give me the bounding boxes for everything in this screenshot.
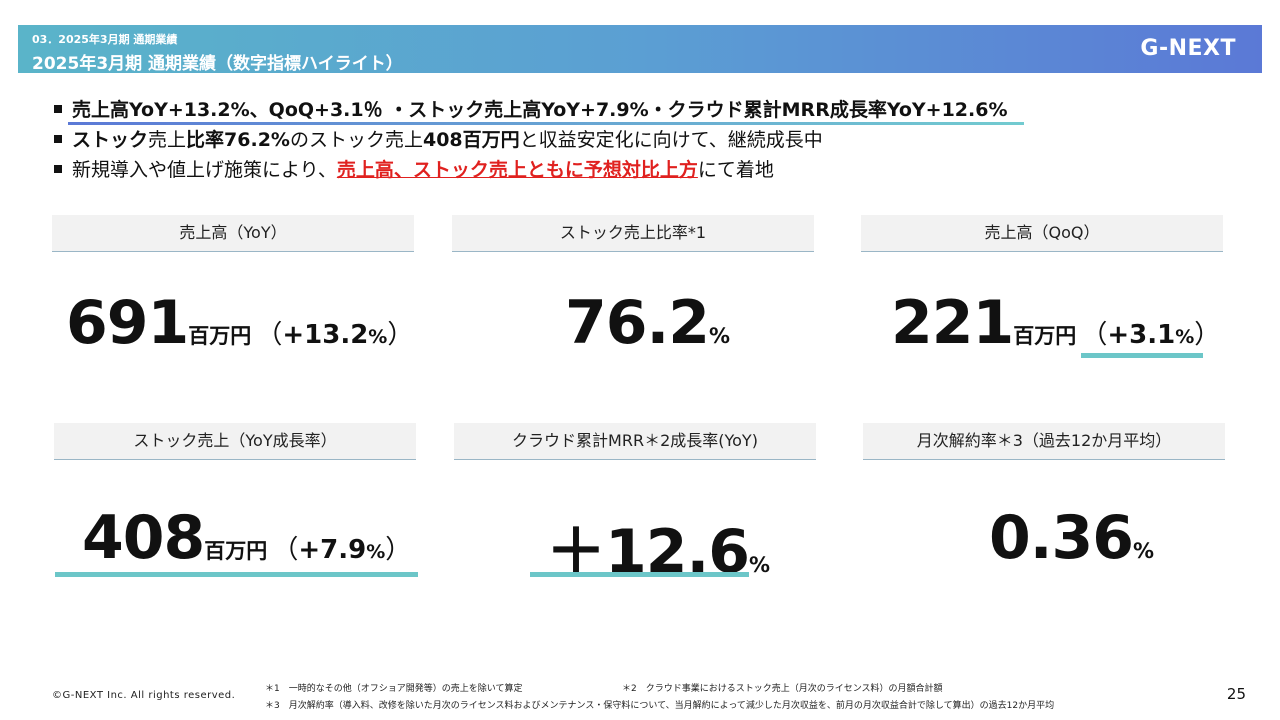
churn-unit: % <box>1133 539 1155 563</box>
bullet-1-text: 売上高YoY+13.2%、QoQ+3.1％ ・ストック売上高YoY+7.9%・ク… <box>72 99 1008 121</box>
highlight-bullets: 売上高YoY+13.2%、QoQ+3.1％ ・ストック売上高YoY+7.9%・ク… <box>54 96 1234 186</box>
kpi-sales-yoy-label: 売上高（YoY） <box>52 215 414 252</box>
page-title: 2025年3月期 通期業績（数字指標ハイライト） <box>32 54 403 74</box>
kpi-stock-sales-value: 408百万円 （+7.9%） <box>82 503 411 573</box>
sales-qoq-open-paren: （ <box>1081 320 1108 350</box>
section-label: 03．2025年3月期 通期業績 <box>32 33 178 46</box>
kpi-stock-ratio-label: ストック売上比率*1 <box>452 215 814 252</box>
bullet-2-part-6: と収益安定化に向けて、継続成長中 <box>519 129 823 151</box>
bullet-2-part-5: 408百万円 <box>422 129 520 151</box>
stock-ratio-number: 76.2 <box>565 288 710 358</box>
bullet-1: 売上高YoY+13.2%、QoQ+3.1％ ・ストック売上高YoY+7.9%・ク… <box>54 96 1234 126</box>
bullet-2-part-4: のストック売上 <box>289 129 423 151</box>
stock-ratio-unit: % <box>709 324 731 348</box>
bullet-3-highlight: 売上高、ストック売上ともに予想対比上方 <box>336 159 698 181</box>
footnote-1: ＊1 一時的なその他（オフショア開発等）の売上を除いて算定 <box>265 684 523 694</box>
sales-qoq-underline <box>1081 353 1203 358</box>
bullet-3-part-1: 新規導入や値上げ施策により、 <box>72 159 337 181</box>
stock-sales-open-paren: （ <box>272 535 299 565</box>
footnote-3: ＊3 月次解約率（導入料、改修を除いた月次のライセンス料およびメンテナンス・保守… <box>265 701 1055 711</box>
kpi-stock-sales-label: ストック売上（YoY成長率） <box>54 423 416 460</box>
stock-sales-pct: % <box>366 541 386 563</box>
copyright: ©G-NEXT Inc. All rights reserved. <box>52 690 236 701</box>
kpi-sales-qoq-value: 221百万円 （+3.1%） <box>891 288 1220 358</box>
kpi-stock-ratio-value: 76.2% <box>565 288 730 358</box>
stock-sales-underline <box>55 572 418 577</box>
sales-qoq-number: 221 <box>891 288 1014 358</box>
sales-qoq-pct: % <box>1175 326 1195 348</box>
stock-sales-change: +7.9 <box>298 535 367 565</box>
bullet-3: 新規導入や値上げ施策により、売上高、ストック売上ともに予想対比上方にて着地 <box>54 156 1234 186</box>
cloud-mrr-unit: % <box>749 553 771 577</box>
bullet-2-part-1: ストック <box>72 129 149 151</box>
cloud-mrr-underline <box>530 572 749 577</box>
stock-sales-unit: 百万円 <box>204 539 268 563</box>
stock-sales-close-paren: ） <box>385 535 412 565</box>
square-bullet-icon <box>54 134 62 143</box>
sales-yoy-unit: 百万円 <box>188 324 252 348</box>
company-logo: G-NEXT <box>1140 36 1236 61</box>
bullet-2-part-3: 比率76.2% <box>186 129 290 151</box>
bullet-2: ストック売上比率76.2%のストック売上408百万円と収益安定化に向けて、継続成… <box>54 126 1234 156</box>
sales-qoq-close-paren: ） <box>1194 320 1221 350</box>
kpi-sales-qoq-label: 売上高（QoQ） <box>861 215 1223 252</box>
sales-qoq-unit: 百万円 <box>1013 324 1077 348</box>
bullet-1-underline <box>68 122 1024 125</box>
sales-yoy-pct: % <box>368 326 388 348</box>
sales-yoy-close-paren: ） <box>387 320 414 350</box>
kpi-sales-yoy-value: 691百万円 （+13.2%） <box>66 288 413 358</box>
page-number: 25 <box>1226 685 1246 703</box>
sales-qoq-change: +3.1 <box>1107 320 1176 350</box>
bullet-3-part-3: にて着地 <box>697 159 774 181</box>
churn-number: 0.36 <box>989 503 1134 573</box>
stock-sales-number: 408 <box>82 503 205 573</box>
sales-yoy-change: +13.2 <box>282 320 369 350</box>
sales-yoy-number: 691 <box>66 288 189 358</box>
sales-yoy-open-paren: （ <box>256 320 283 350</box>
header-band: 03．2025年3月期 通期業績 2025年3月期 通期業績（数字指標ハイライト… <box>18 25 1262 74</box>
kpi-churn-label: 月次解約率＊3（過去12か月平均） <box>863 423 1225 460</box>
square-bullet-icon <box>54 104 62 113</box>
footnote-2: ＊2 クラウド事業におけるストック売上（月次のライセンス料）の月額合計額 <box>622 684 943 694</box>
kpi-cloud-mrr-label: クラウド累計MRR＊2成長率(YoY) <box>454 423 816 460</box>
square-bullet-icon <box>54 164 62 173</box>
bullet-2-part-2: 売上 <box>148 129 187 151</box>
kpi-churn-value: 0.36% <box>989 503 1154 573</box>
